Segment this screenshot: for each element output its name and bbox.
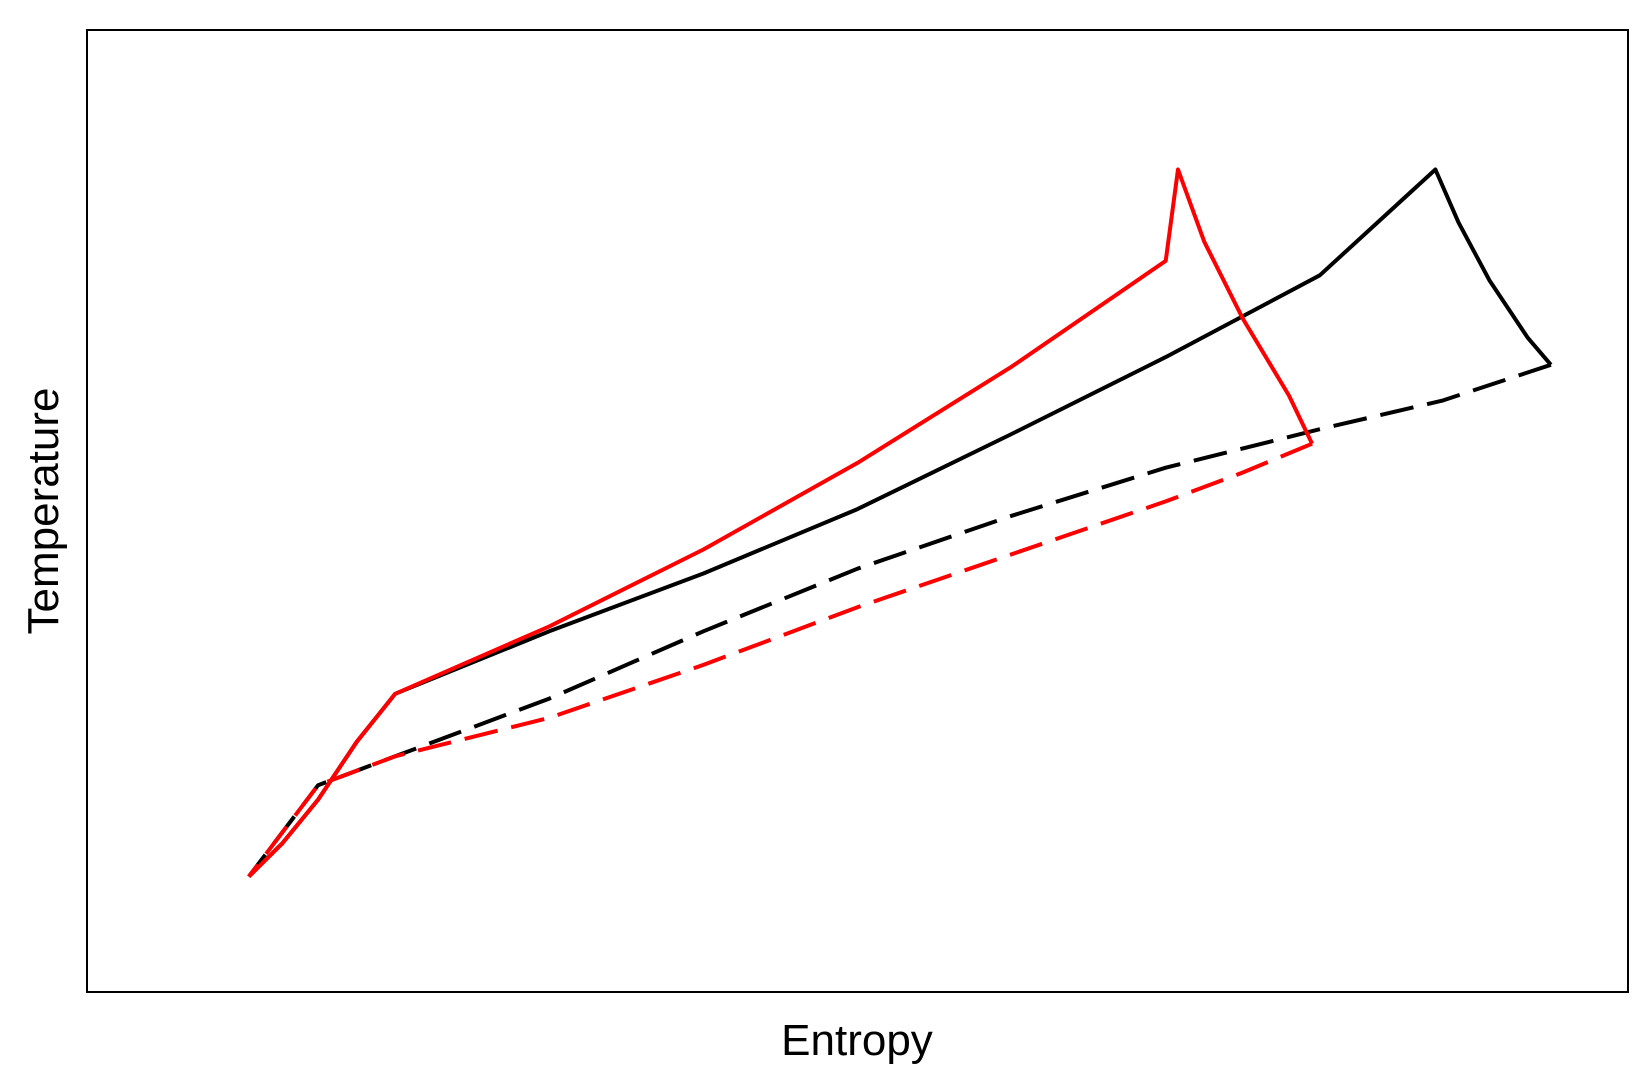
x-axis-label: Entropy bbox=[781, 1016, 933, 1065]
series-line-3 bbox=[247, 167, 1314, 879]
plot-frame bbox=[86, 29, 1629, 993]
y-axis-label: Temperature bbox=[19, 387, 68, 634]
series-line-2 bbox=[247, 362, 1552, 878]
series-layer bbox=[247, 167, 1553, 879]
series-line-4 bbox=[247, 441, 1313, 878]
series-line-1 bbox=[247, 167, 1553, 879]
